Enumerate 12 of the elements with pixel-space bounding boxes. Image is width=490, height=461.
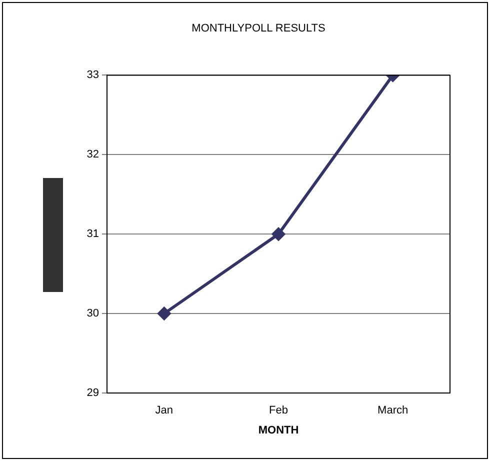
- x-tick-label: March: [378, 404, 408, 417]
- point: [158, 307, 171, 320]
- y-tick-label: 33: [86, 69, 99, 82]
- chart-title: MONTHLYPOLL RESULTS: [192, 22, 326, 35]
- y-tick-label: 29: [86, 387, 99, 400]
- x-axis-title: MONTH: [258, 424, 299, 436]
- y-tick-label: 30: [86, 308, 99, 320]
- point: [272, 228, 285, 241]
- x-tick-label: Feb: [269, 404, 288, 417]
- y-tick-label: 32: [86, 148, 99, 161]
- y-tick-label: 31: [86, 228, 99, 240]
- x-tick-label: Jan: [155, 404, 174, 417]
